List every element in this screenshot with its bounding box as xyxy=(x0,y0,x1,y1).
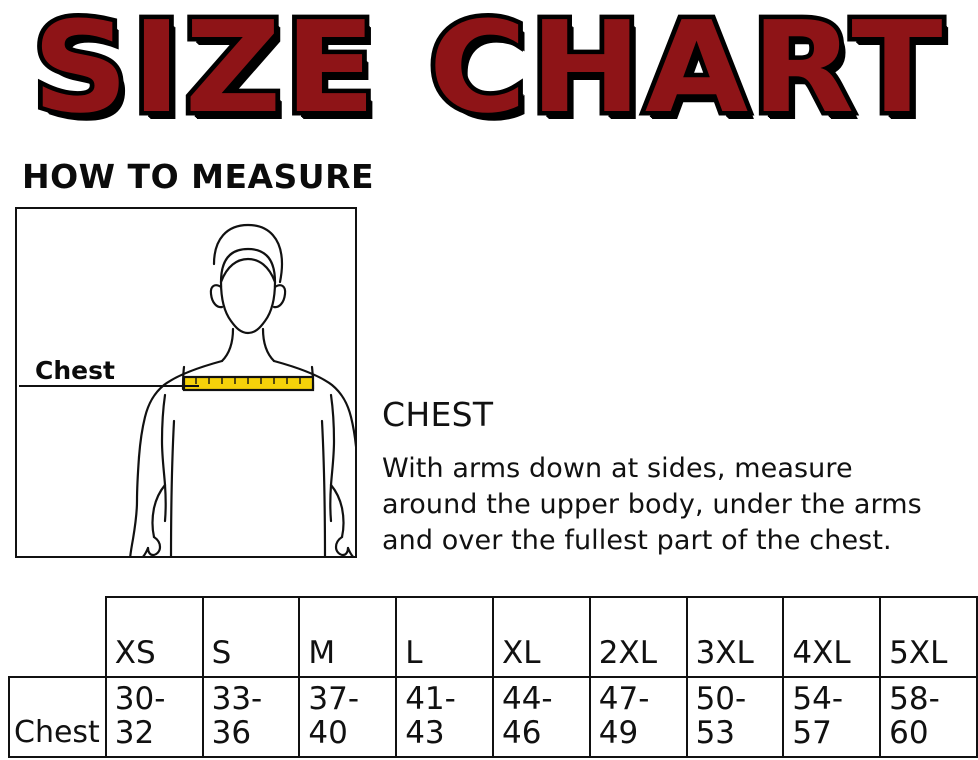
table-header-3xl: 3XL xyxy=(685,596,785,678)
table-cell-chest-5xl: 58-60 xyxy=(879,676,978,758)
size-chart-table: XS S M L XL 2XL 3XL 4XL 5XL Chest 30-32 … xyxy=(8,596,978,758)
measurement-illustration-panel: Chest xyxy=(15,207,357,558)
table-corner-blank xyxy=(9,597,106,677)
table-header-4xl: 4XL xyxy=(782,596,882,678)
male-torso-figure-icon xyxy=(129,223,355,556)
chest-callout-leader-line xyxy=(19,385,199,387)
table-header-5xl: 5XL xyxy=(879,596,978,678)
table-row: Chest 30-32 33-36 37-40 41-43 44-46 47-4… xyxy=(8,676,978,758)
table-header-xl: XL xyxy=(491,596,591,678)
table-header-row: XS S M L XL 2XL 3XL 4XL 5XL xyxy=(9,596,978,678)
table-cell-chest-2xl: 47-49 xyxy=(588,676,688,758)
table-cell-chest-m: 37-40 xyxy=(298,676,398,758)
title-banner: SIZE CHART xyxy=(0,0,978,150)
table-cell-chest-l: 41-43 xyxy=(395,676,494,758)
table-header-l: L xyxy=(395,596,494,678)
table-header-s: S xyxy=(201,596,301,678)
size-table-container: XS S M L XL 2XL 3XL 4XL 5XL Chest 30-32 … xyxy=(0,596,978,760)
table-header-m: M xyxy=(298,596,398,678)
chest-section-body-text: With arms down at sides, measure around … xyxy=(382,453,922,556)
measuring-tape-icon xyxy=(182,375,315,392)
table-header-xs: XS xyxy=(104,596,204,678)
table-header-2xl: 2XL xyxy=(588,596,688,678)
table-cell-chest-xl: 44-46 xyxy=(491,676,591,758)
table-row-label-chest: Chest xyxy=(8,676,107,758)
table-cell-chest-xs: 30-32 xyxy=(104,676,204,758)
how-to-measure-heading: HOW TO MEASURE xyxy=(22,157,375,196)
table-cell-chest-4xl: 54-57 xyxy=(782,676,882,758)
table-cell-chest-3xl: 50-53 xyxy=(685,676,785,758)
page-title: SIZE CHART xyxy=(28,0,948,141)
table-cell-chest-s: 33-36 xyxy=(201,676,301,758)
chest-section-heading: CHEST xyxy=(382,395,494,434)
chest-callout-label: Chest xyxy=(35,356,115,385)
